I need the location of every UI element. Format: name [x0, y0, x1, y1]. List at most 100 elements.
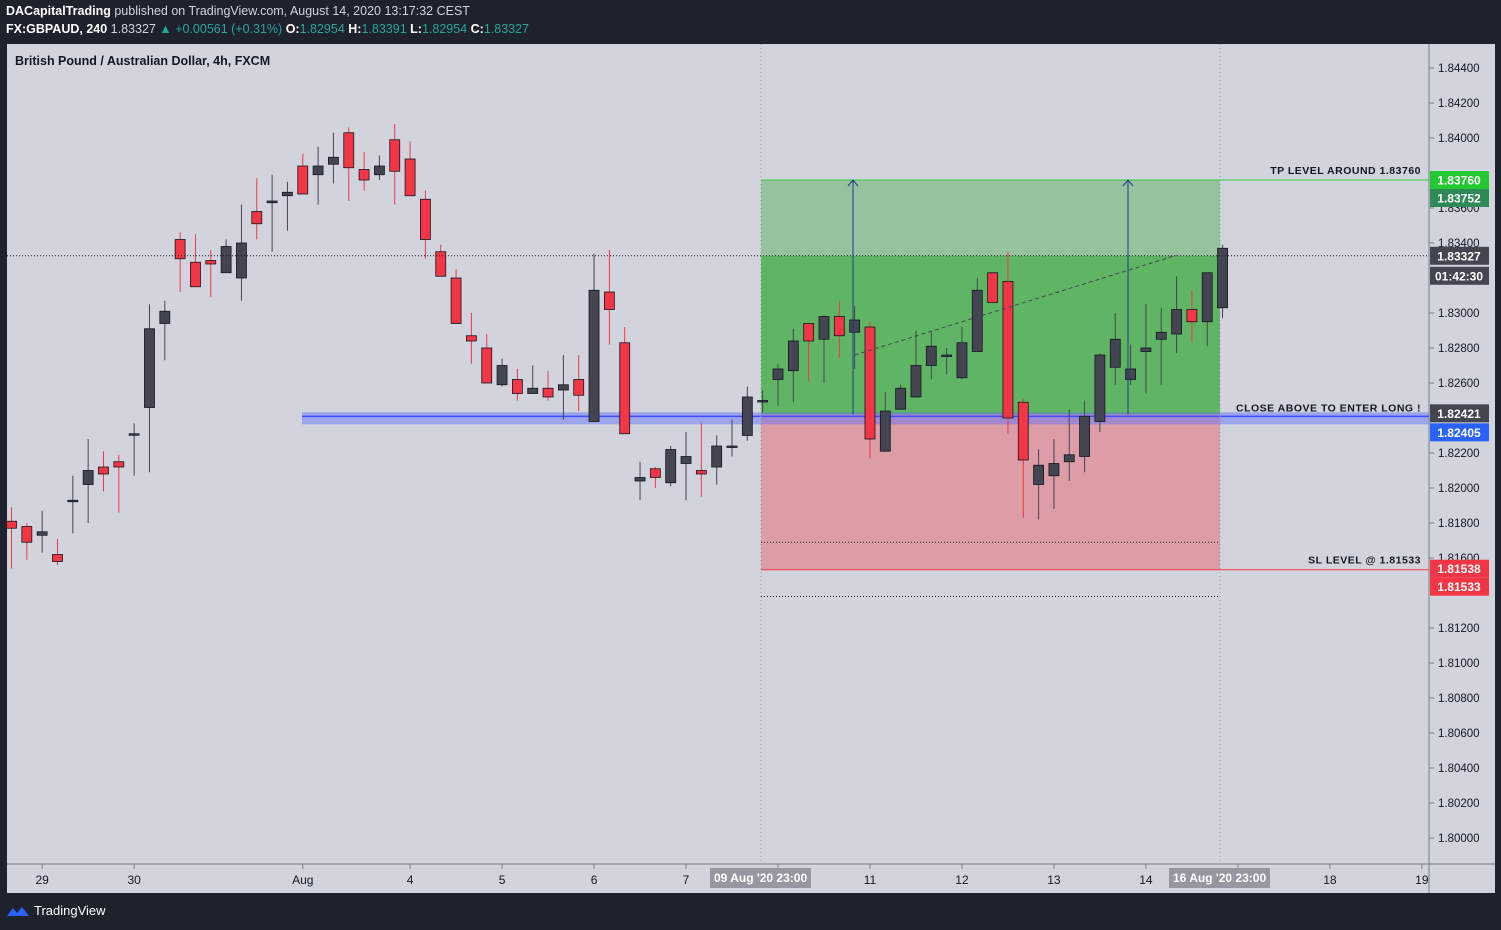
candle: [941, 348, 953, 375]
price-tag-text: 1.83760: [1437, 174, 1481, 188]
symbol-line: FX:GBPAUD, 240 1.83327 ▲ +0.00561 (+0.31…: [6, 22, 529, 36]
chart-title: British Pound / Australian Dollar, 4h, F…: [15, 54, 270, 68]
y-tick-label: 1.84000: [1438, 133, 1480, 145]
y-tick-label: 1.84200: [1438, 98, 1480, 110]
x-tick-label: 12: [955, 873, 969, 887]
y-tick-label: 1.80400: [1438, 763, 1480, 775]
candle-body: [879, 410, 891, 452]
close-value: 1.83327: [483, 22, 530, 36]
y-tick-label: 1.82200: [1438, 448, 1480, 460]
candle-body: [925, 345, 937, 366]
candle-body: [450, 277, 462, 324]
candle-body: [144, 328, 155, 408]
x-tick-label: 11: [864, 873, 877, 887]
range-end-date: 16 Aug '20 23:00: [1169, 868, 1271, 888]
price-tag-text: 1.81538: [1437, 562, 1481, 576]
candle: [1125, 344, 1136, 385]
candle: [711, 435, 723, 485]
price-chart[interactable]: British Pound / Australian Dollar, 4h, F…: [0, 0, 1501, 893]
candle-body: [772, 368, 784, 380]
candle: [511, 369, 523, 401]
candle: [36, 510, 48, 553]
candle: [328, 132, 339, 184]
candle-body: [634, 477, 646, 482]
candle: [144, 304, 155, 473]
candle-body: [849, 319, 861, 333]
candle-body: [67, 499, 79, 503]
high-value: 1.83391: [361, 22, 407, 36]
candle-body: [665, 449, 677, 484]
candle: [450, 269, 462, 324]
candle-body: [465, 335, 477, 342]
x-tick-label: 5: [499, 873, 506, 887]
tradingview-logo[interactable]: TradingView: [6, 903, 106, 918]
candle-body: [511, 379, 523, 394]
price-tag-bg: [1430, 559, 1489, 578]
candle-body: [711, 445, 723, 468]
candle: [557, 355, 569, 420]
candle-body: [1140, 347, 1152, 352]
candle-body: [435, 251, 447, 277]
candle: [849, 306, 861, 369]
candle: [772, 363, 784, 406]
candle-body: [82, 470, 94, 485]
x-tick-label: 29: [35, 873, 49, 887]
candle-body: [833, 316, 845, 337]
price-tag: 1.81538: [1430, 559, 1489, 578]
candle: [649, 467, 661, 488]
y-tick-label: 1.80000: [1438, 833, 1480, 845]
candle-body: [971, 289, 983, 352]
footer-bar: TradingView: [0, 893, 1501, 930]
high-label: H:: [348, 22, 362, 36]
author-name[interactable]: DACapitalTrading: [6, 4, 111, 18]
candle-body: [251, 211, 263, 225]
candle-body: [6, 520, 17, 529]
candle: [787, 328, 799, 403]
candle-body: [726, 445, 738, 448]
candle: [420, 190, 431, 259]
candle: [159, 300, 171, 361]
price-tag: 01:42:30: [1430, 266, 1489, 285]
candle-body: [680, 456, 692, 464]
candle: [98, 451, 109, 492]
publish-info: published on TradingView.com, August 14,…: [114, 4, 470, 18]
candle: [374, 155, 385, 180]
candle: [52, 538, 63, 565]
candle-body: [496, 365, 508, 386]
candle-body: [757, 400, 769, 403]
candle-body: [956, 342, 968, 379]
candle: [1079, 400, 1090, 473]
candle-body: [358, 169, 370, 181]
price-tag: 1.82405: [1430, 423, 1489, 442]
price-tag-text: 1.83327: [1437, 249, 1481, 263]
candle: [236, 204, 247, 301]
candle-body: [1094, 354, 1106, 422]
y-tick-label: 1.80600: [1438, 728, 1480, 740]
candle: [588, 253, 600, 422]
loss-zone: [761, 414, 1220, 570]
profit-zone-upper: [761, 180, 1220, 256]
candle: [1048, 439, 1060, 509]
arrow-head: [1122, 179, 1134, 187]
candle: [527, 365, 539, 394]
publish-header: DACapitalTrading published on TradingVie…: [0, 0, 1501, 44]
candle: [542, 370, 554, 401]
close-label: C:: [470, 22, 484, 36]
candle: [174, 232, 186, 292]
price-tag-text: 1.82405: [1437, 426, 1481, 440]
candle-body: [174, 239, 186, 260]
candle: [1063, 409, 1075, 481]
price-tag: 1.81533: [1430, 577, 1489, 596]
candle: [1217, 244, 1228, 319]
candle: [726, 419, 738, 457]
target-arrow: [847, 179, 859, 415]
candle-body: [619, 342, 631, 435]
candle-body: [343, 132, 355, 169]
candle: [404, 141, 416, 197]
candle: [312, 146, 324, 205]
candle-body: [695, 470, 707, 475]
candle-body: [36, 531, 48, 536]
candle: [82, 439, 94, 523]
candle: [1155, 307, 1167, 385]
candle-body: [159, 310, 171, 324]
